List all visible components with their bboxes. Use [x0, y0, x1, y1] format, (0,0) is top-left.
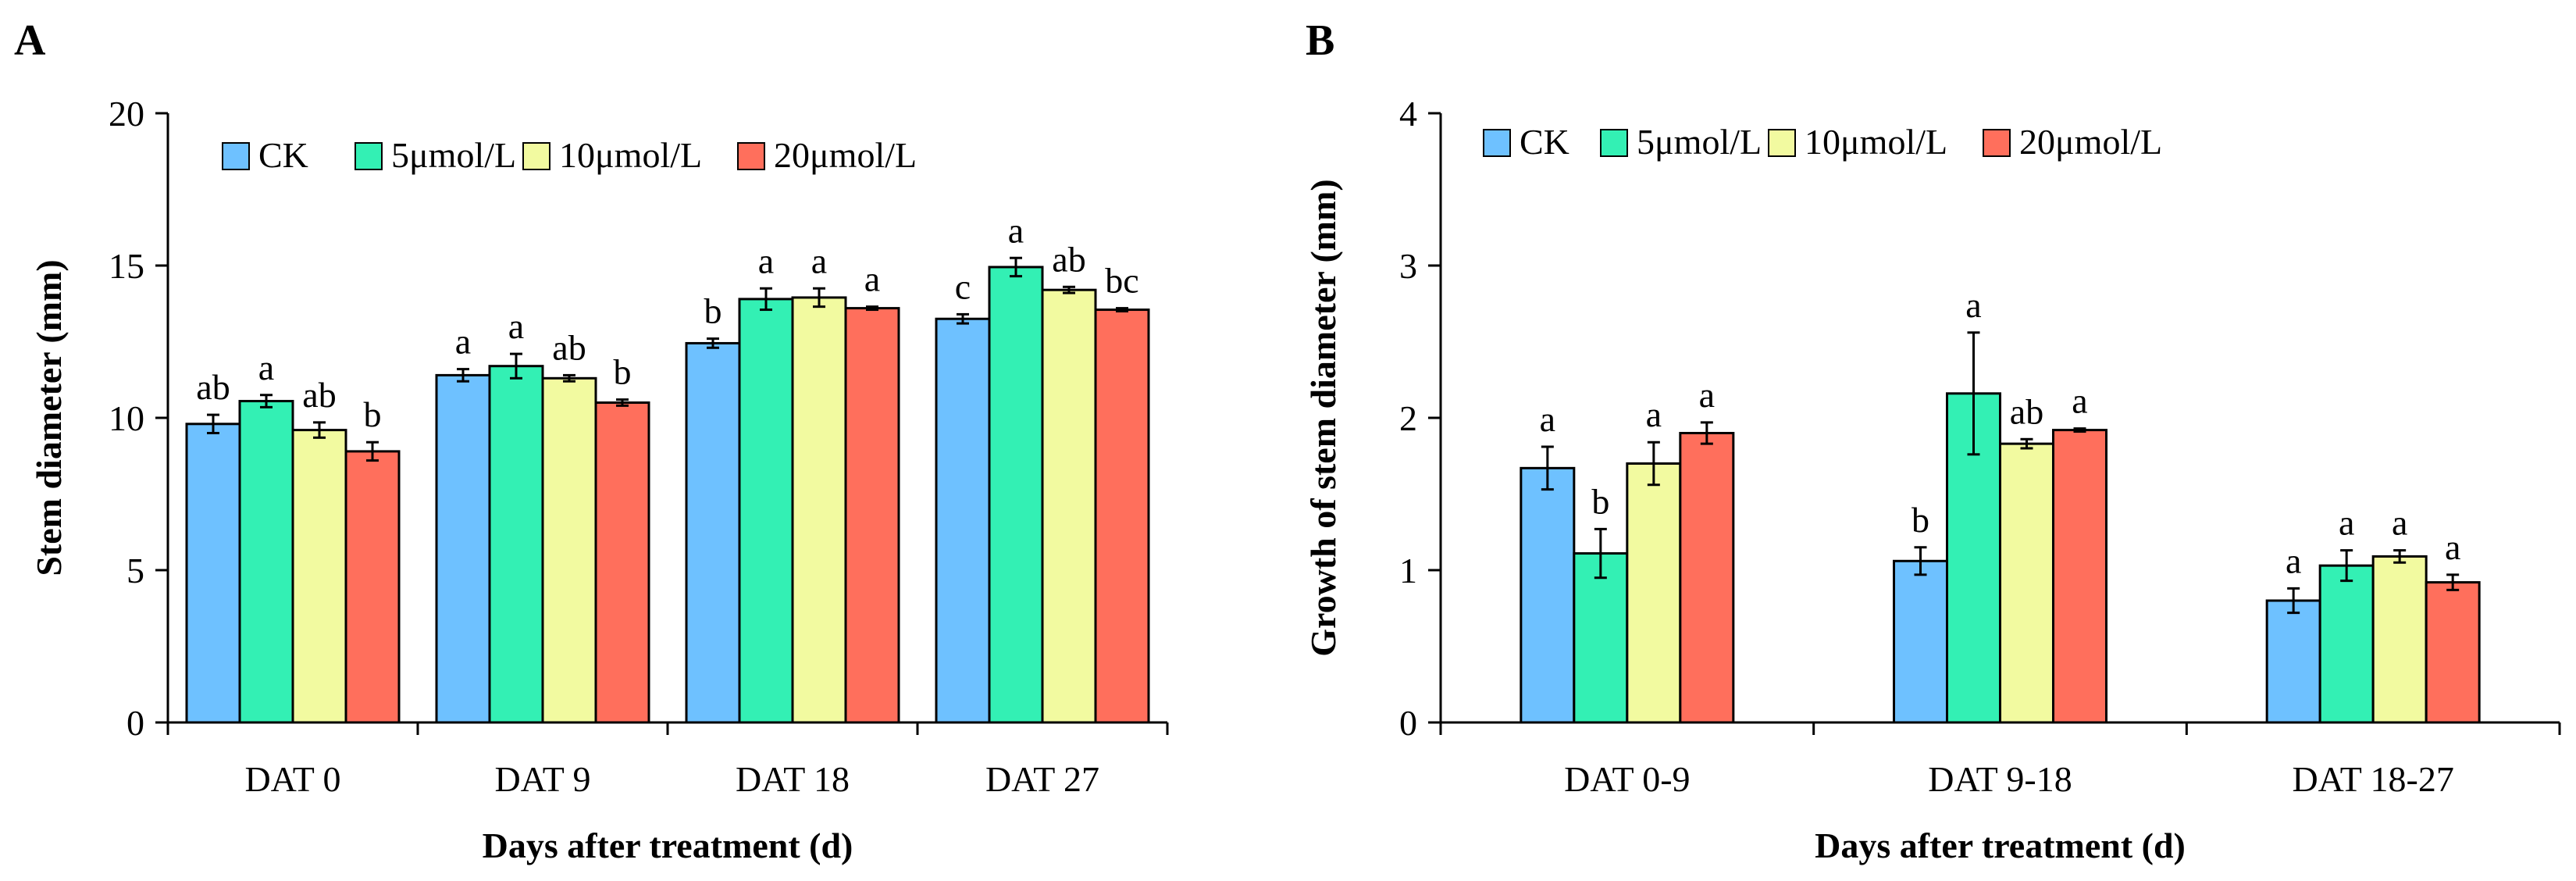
- bar: [844, 307, 900, 724]
- y-tick-label: 3: [1399, 246, 1417, 286]
- legend-label: 5μmol/L: [391, 135, 516, 175]
- bar: [1893, 559, 1948, 724]
- y-tick-label: 0: [1399, 703, 1417, 743]
- significance-label: a: [455, 322, 471, 362]
- legend-swatch: [1483, 129, 1511, 157]
- legend-label: 20μmol/L: [2019, 122, 2162, 162]
- bar: [291, 429, 347, 724]
- significance-label: a: [2072, 381, 2087, 421]
- bar: [1573, 552, 1629, 724]
- y-axis-title: Stem diameter (mm): [29, 259, 69, 576]
- bar: [1520, 466, 1576, 724]
- significance-label: a: [2392, 503, 2407, 543]
- category-label: DAT 27: [985, 759, 1099, 799]
- bar: [594, 401, 650, 724]
- bar: [1041, 288, 1097, 724]
- significance-label: ab: [1052, 239, 1085, 279]
- legend-label: 10μmol/L: [559, 135, 702, 175]
- significance-label: a: [508, 306, 524, 346]
- category-label: DAT 0-9: [1564, 759, 1690, 799]
- bar: [685, 341, 741, 724]
- significance-label: a: [1540, 399, 1555, 439]
- significance-label: a: [2286, 540, 2301, 580]
- bar: [988, 266, 1044, 724]
- y-tick-label: 5: [126, 551, 144, 590]
- significance-label: a: [758, 241, 774, 280]
- significance-label: a: [864, 259, 880, 299]
- bar: [185, 423, 241, 724]
- legend-label: 10μmol/L: [1805, 122, 1947, 162]
- x-axis-title: Days after treatment (d): [1815, 826, 2186, 865]
- category-label: DAT 9-18: [1928, 759, 2072, 799]
- y-axis-title: Growth of stem diameter (mm): [1303, 179, 1343, 656]
- legend-swatch: [1600, 129, 1628, 157]
- legend-swatch: [1768, 129, 1796, 157]
- bar: [238, 400, 294, 724]
- significance-label: b: [1912, 500, 1929, 540]
- significance-label: ab: [196, 367, 230, 407]
- bar: [541, 376, 597, 724]
- y-tick-label: 1: [1399, 551, 1417, 590]
- bar: [738, 298, 794, 724]
- significance-label: c: [955, 266, 971, 306]
- significance-label: a: [1008, 210, 1024, 250]
- y-tick-label: 2: [1399, 398, 1417, 438]
- category-label: DAT 9: [494, 759, 590, 799]
- significance-label: ab: [302, 375, 336, 415]
- panel-letter: B: [1306, 16, 1334, 65]
- y-tick-label: 0: [126, 703, 144, 743]
- bar: [1626, 462, 1682, 724]
- significance-label: ab: [2010, 391, 2043, 431]
- bar: [1999, 442, 2054, 724]
- bar: [435, 373, 491, 724]
- significance-label: b: [1591, 481, 1609, 521]
- y-tick-label: 20: [109, 94, 144, 134]
- y-tick-label: 15: [109, 246, 144, 286]
- bar: [791, 296, 847, 724]
- legend-label: CK: [1520, 122, 1569, 162]
- legend-swatch: [1983, 129, 2011, 157]
- significance-label: a: [1646, 394, 1662, 434]
- bar: [2371, 555, 2428, 724]
- significance-label: a: [811, 241, 827, 280]
- legend-label: 20μmol/L: [774, 135, 917, 175]
- legend-label: CK: [258, 135, 308, 175]
- category-label: DAT 0: [244, 759, 340, 799]
- bar: [935, 317, 991, 724]
- y-tick-label: 10: [109, 398, 144, 438]
- significance-label: a: [1965, 285, 1981, 325]
- bar: [2425, 581, 2481, 724]
- category-label: DAT 18-27: [2292, 759, 2453, 799]
- significance-label: a: [1699, 375, 1715, 415]
- significance-label: b: [364, 394, 382, 434]
- y-tick-label: 4: [1399, 94, 1417, 134]
- significance-label: b: [704, 291, 722, 331]
- bar: [344, 450, 401, 724]
- significance-label: ab: [552, 327, 586, 367]
- legend-swatch: [222, 142, 250, 170]
- bar: [1679, 432, 1735, 724]
- bar: [2052, 429, 2107, 724]
- significance-label: a: [258, 348, 274, 387]
- bar: [1094, 309, 1150, 724]
- panel-letter: A: [14, 16, 46, 65]
- significance-label: bc: [1105, 261, 1138, 301]
- legend-swatch: [355, 142, 383, 170]
- bar: [2265, 599, 2321, 724]
- legend-swatch: [522, 142, 550, 170]
- significance-label: a: [2339, 503, 2354, 543]
- x-axis-title: Days after treatment (d): [483, 826, 853, 865]
- legend-label: 5μmol/L: [1637, 122, 1762, 162]
- category-label: DAT 18: [736, 759, 850, 799]
- legend-swatch: [737, 142, 765, 170]
- bar: [488, 365, 544, 724]
- significance-label: b: [614, 352, 632, 392]
- bar: [2318, 564, 2375, 724]
- significance-label: a: [2445, 527, 2460, 567]
